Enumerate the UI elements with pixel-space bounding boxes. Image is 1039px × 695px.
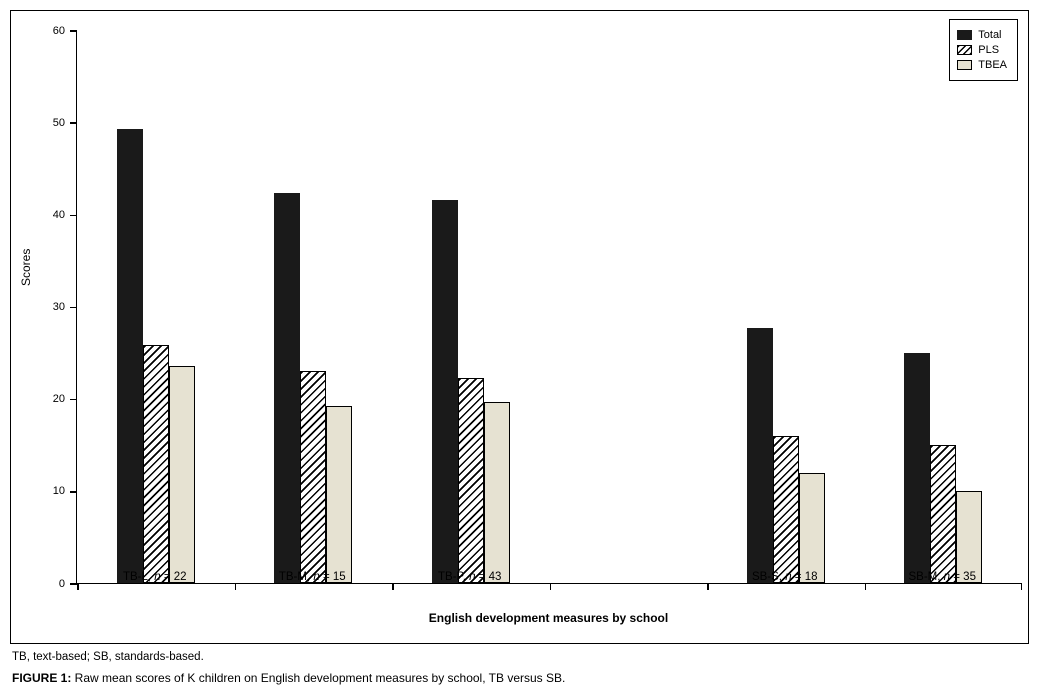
bar-total-sb-s	[746, 327, 773, 583]
y-tick-mark	[70, 491, 77, 493]
bar-pls-tb-m	[300, 371, 327, 583]
y-tick-label: 0	[58, 577, 65, 590]
y-tick-label: 10	[52, 485, 65, 498]
legend-entry-tbea: TBEA	[957, 59, 1007, 71]
y-tick-label: 50	[52, 116, 65, 129]
y-tick-mark	[70, 306, 77, 309]
figure-caption: FIGURE 1: Raw mean scores of K children …	[12, 671, 565, 685]
x-tick-mark	[392, 583, 394, 590]
x-tick-mark	[707, 583, 709, 590]
x-tick-mark	[77, 583, 79, 590]
y-tick-mark	[70, 214, 77, 217]
bar-total-tb-p	[431, 199, 458, 583]
bar-tbea-tb-m	[326, 406, 353, 583]
figure-caption-label: FIGURE 1:	[12, 671, 72, 685]
y-tick-label: 30	[52, 301, 65, 313]
y-tick-label: 40	[52, 208, 65, 221]
legend: Total PLS TBEA	[949, 19, 1018, 81]
y-tick-label: 20	[52, 393, 65, 406]
y-tick-mark	[70, 122, 77, 124]
bar-tbea-tb-l	[168, 366, 195, 583]
x-category-label: SB-S, n = 18	[751, 571, 818, 583]
legend-entry-pls: PLS	[957, 44, 1007, 56]
legend-label-total: Total	[978, 29, 1002, 41]
x-tick-mark	[549, 583, 551, 590]
legend-label-pls: PLS	[978, 44, 1000, 56]
abbreviation-note: TB, text-based; SB, standards-based.	[12, 651, 204, 663]
x-category-label: TB-L, n = 22	[122, 571, 187, 583]
legend-label-tbea: TBEA	[978, 59, 1007, 71]
y-tick-mark	[70, 30, 77, 32]
y-tick-mark	[70, 398, 77, 401]
bar-tbea-sb-m	[956, 490, 983, 583]
y-tick-label: 60	[52, 24, 65, 37]
legend-swatch-pls	[957, 45, 973, 55]
x-category-label: SB-M, n = 35	[908, 571, 976, 583]
x-tick-mark	[234, 583, 236, 590]
x-tick-mark	[1020, 583, 1022, 590]
plot-area: 0 10 20 30 40 50 60	[53, 25, 1022, 590]
x-axis-title: English development measures by school	[428, 611, 669, 625]
y-axis-title: Scores	[19, 248, 33, 286]
legend-entry-total: Total	[957, 29, 1007, 41]
bar-pls-tb-l	[142, 345, 169, 583]
x-tick-mark	[864, 583, 866, 590]
bar-tbea-tb-p	[483, 402, 510, 583]
figure-caption-text: Raw mean scores of K children on English…	[71, 671, 566, 685]
bar-pls-sb-m	[930, 444, 957, 583]
bar-pls-tb-p	[457, 378, 484, 583]
x-category-label: TB-P, n = 43	[438, 571, 502, 583]
legend-swatch-total	[957, 30, 973, 40]
x-category-label: TB-M, n = 15	[278, 571, 346, 583]
bar-total-sb-m	[904, 352, 931, 583]
bar-total-tb-l	[116, 128, 143, 583]
bar-total-tb-m	[274, 193, 301, 583]
chart-frame: Scores 0 10 20 30 40 50 60 English development…	[10, 10, 1029, 644]
bar-tbea-sb-s	[798, 473, 825, 583]
y-tick-mark	[70, 583, 77, 585]
bar-pls-sb-s	[772, 436, 799, 583]
legend-swatch-tbea	[957, 60, 973, 70]
